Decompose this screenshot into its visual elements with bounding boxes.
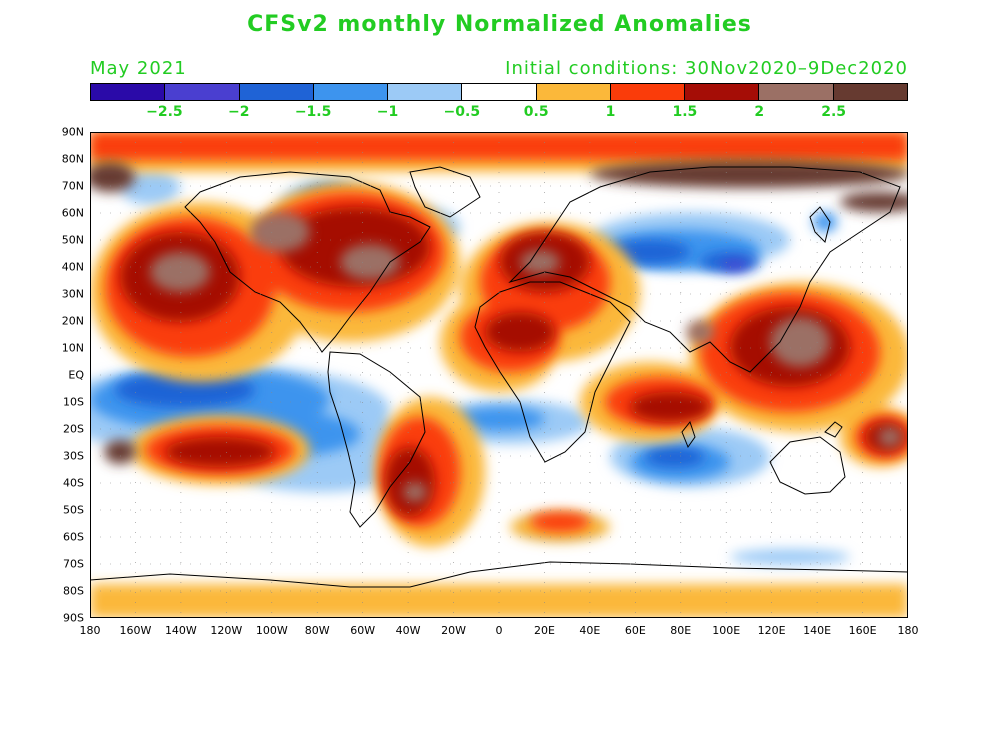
latitude-tick-label: 30S [63, 449, 84, 463]
colorbar-tick-label: −2.5 [146, 104, 183, 120]
anomaly-map [90, 132, 908, 618]
colorbar-swatch [536, 84, 611, 100]
longitude-tick-label: 180 [897, 624, 919, 637]
longitude-tick-label: 140W [164, 624, 197, 637]
colorbar-swatch [610, 84, 686, 100]
latitude-tick-label: 40N [61, 260, 84, 274]
longitude-tick-label: 80W [304, 624, 330, 637]
latitude-tick-label: 30N [61, 287, 84, 301]
longitude-tick-label: 160W [119, 624, 152, 637]
colorbar-swatch [685, 84, 760, 100]
latitude-tick-label: 10S [63, 395, 84, 409]
latitude-tick-label: 20N [61, 314, 84, 328]
valid-month-label: May 2021 [90, 58, 187, 79]
latitude-tick-label: 10N [61, 341, 84, 355]
chart-title: CFSv2 monthly Normalized Anomalies [247, 12, 752, 37]
colorbar-tick-label: −1.5 [294, 104, 332, 120]
colorbar-labels: −2.5 −2 −1.5 −1 −0.5 0.5 1 1.5 2 2.5 [90, 104, 908, 122]
longitude-tick-label: 60E [624, 624, 646, 637]
latitude-tick-label: 70N [61, 179, 84, 193]
colorbar-swatch [462, 84, 537, 100]
longitude-tick-label: 0 [495, 624, 503, 637]
colorbar-swatch [239, 84, 314, 100]
colorbar-legend [90, 83, 908, 101]
colorbar-swatch [759, 84, 834, 100]
colorbar-tick-label: 2.5 [821, 104, 847, 120]
longitude-tick-label: 60W [350, 624, 376, 637]
latitude-tick-label: 80S [63, 584, 84, 598]
longitude-tick-label: 40E [579, 624, 601, 637]
longitude-tick-label: 120E [757, 624, 786, 637]
longitude-tick-label: 160E [848, 624, 877, 637]
latitude-tick-label: 50N [61, 233, 84, 247]
colorbar-swatch [388, 84, 463, 100]
latitude-tick-label: 70S [63, 557, 84, 571]
longitude-tick-label: 40W [395, 624, 421, 637]
colorbar-tick-label: 1.5 [672, 104, 698, 120]
colorbar-swatch [91, 84, 166, 100]
map-frame [90, 132, 908, 618]
latitude-tick-label: 80N [61, 152, 84, 166]
latitude-tick-label: 40S [63, 476, 84, 490]
longitude-tick-label: 180 [79, 624, 101, 637]
colorbar-swatch [165, 84, 240, 100]
latitude-tick-label: 20S [63, 422, 84, 436]
anomaly-fields [90, 132, 908, 618]
longitude-tick-label: 120W [210, 624, 243, 637]
colorbar-swatch [313, 84, 389, 100]
latitude-tick-label: EQ [68, 368, 84, 382]
latitude-tick-label: 50S [63, 503, 84, 517]
latitude-tick-label: 60S [63, 530, 84, 544]
colorbar-tick-label: −2 [227, 104, 250, 120]
longitude-tick-label: 100W [255, 624, 288, 637]
longitude-tick-label: 20E [533, 624, 555, 637]
colorbar-tick-label: 1 [605, 104, 616, 120]
latitude-tick-label: 60N [61, 206, 84, 220]
colorbar-tick-label: −0.5 [443, 104, 481, 120]
colorbar-swatch [833, 84, 907, 100]
latitude-tick-label: 90N [61, 125, 84, 139]
colorbar-tick-label: −1 [376, 104, 399, 120]
longitude-tick-label: 20W [441, 624, 466, 637]
initial-conditions-label: Initial conditions: 30Nov2020–9Dec2020 [505, 58, 908, 79]
colorbar-tick-label: 2 [754, 104, 765, 120]
latitude-tick-label: 90S [63, 611, 84, 625]
longitude-tick-label: 140E [803, 624, 832, 637]
colorbar-tick-label: 0.5 [523, 104, 549, 120]
longitude-tick-label: 80E [670, 624, 692, 637]
longitude-tick-label: 100E [712, 624, 741, 637]
